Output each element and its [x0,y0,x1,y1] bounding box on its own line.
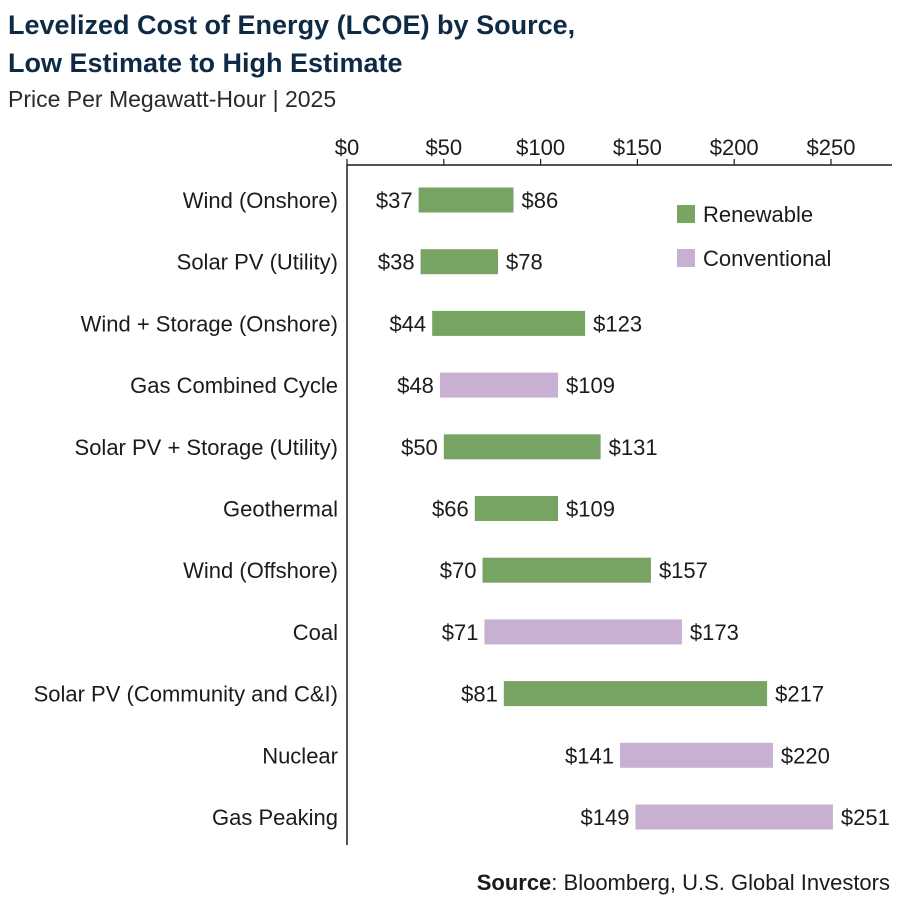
low-value-label: $37 [376,188,413,213]
high-value-label: $220 [781,743,830,768]
category-label: Solar PV (Community and C&I) [34,682,338,707]
legend-label-conventional: Conventional [703,246,831,271]
legend-swatch-conventional [677,249,695,267]
chart-title-line-1: Levelized Cost of Energy (LCOE) by Sourc… [8,10,576,40]
range-bar [443,434,601,460]
range-bars [418,187,833,830]
x-tick-label: $150 [613,135,662,160]
low-value-label: $44 [389,311,426,336]
category-labels: Wind (Onshore) Solar PV (Utility) Wind + S… [34,188,338,830]
low-value-label: $81 [461,682,498,707]
range-bar [432,310,586,336]
high-value-label: $123 [593,311,642,336]
chart-title: Levelized Cost of Energy (LCOE) by Sourc… [8,6,888,82]
x-tick-label: $200 [710,135,759,160]
chart-subtitle: Price Per Megawatt-Hour | 2025 [8,86,337,112]
category-label: Wind + Storage (Onshore) [81,311,338,336]
value-labels: $37 $86 $38 $78 $44 $123 $48 $109 $50 $131 $66 $109… [376,188,890,830]
legend: Renewable Conventional [677,202,831,271]
high-value-label: $157 [659,558,708,583]
low-value-label: $38 [378,250,415,275]
high-value-label: $109 [566,497,615,522]
low-value-label: $48 [397,373,434,398]
x-tick-label: $250 [807,135,856,160]
low-value-label: $149 [581,805,630,830]
source-label: Source [476,870,552,895]
source-text: : Bloomberg, U.S. Global Investors [551,870,890,895]
range-bar [420,249,499,275]
category-label: Solar PV + Storage (Utility) [75,435,338,460]
range-bar [619,742,773,768]
low-value-label: $50 [401,435,438,460]
range-bar [503,681,768,707]
category-label: Wind (Offshore) [183,558,338,583]
x-tick-label: $0 [335,135,359,160]
category-label: Gas Peaking [212,805,338,830]
high-value-label: $109 [566,373,615,398]
high-value-label: $217 [775,682,824,707]
high-value-label: $251 [841,805,890,830]
category-label: Gas Combined Cycle [130,373,338,398]
range-bar [484,619,682,645]
high-value-label: $86 [521,188,558,213]
legend-label-renewable: Renewable [703,202,813,227]
category-label: Nuclear [262,743,338,768]
x-axis: $0 $50 $100 $150 $200 $250 [335,135,892,845]
category-label: Solar PV (Utility) [177,250,338,275]
category-label: Coal [293,620,338,645]
low-value-label: $66 [432,497,469,522]
range-bar [482,557,651,583]
source-note: Source: Bloomberg, U.S. Global Investors [477,868,890,898]
legend-swatch-renewable [677,205,695,223]
high-value-label: $131 [609,435,658,460]
range-bar [439,372,559,398]
low-value-label: $70 [440,558,477,583]
category-label: Wind (Onshore) [183,188,338,213]
range-bar [418,187,514,213]
x-tick-label: $100 [516,135,565,160]
low-value-label: $141 [565,743,614,768]
high-value-label: $173 [690,620,739,645]
range-bar [474,496,559,521]
range-bar [635,804,833,830]
low-value-label: $71 [442,620,479,645]
chart-title-line-2: Low Estimate to High Estimate [8,48,403,78]
category-label: Geothermal [223,497,338,522]
x-tick-label: $50 [425,135,462,160]
high-value-label: $78 [506,250,543,275]
